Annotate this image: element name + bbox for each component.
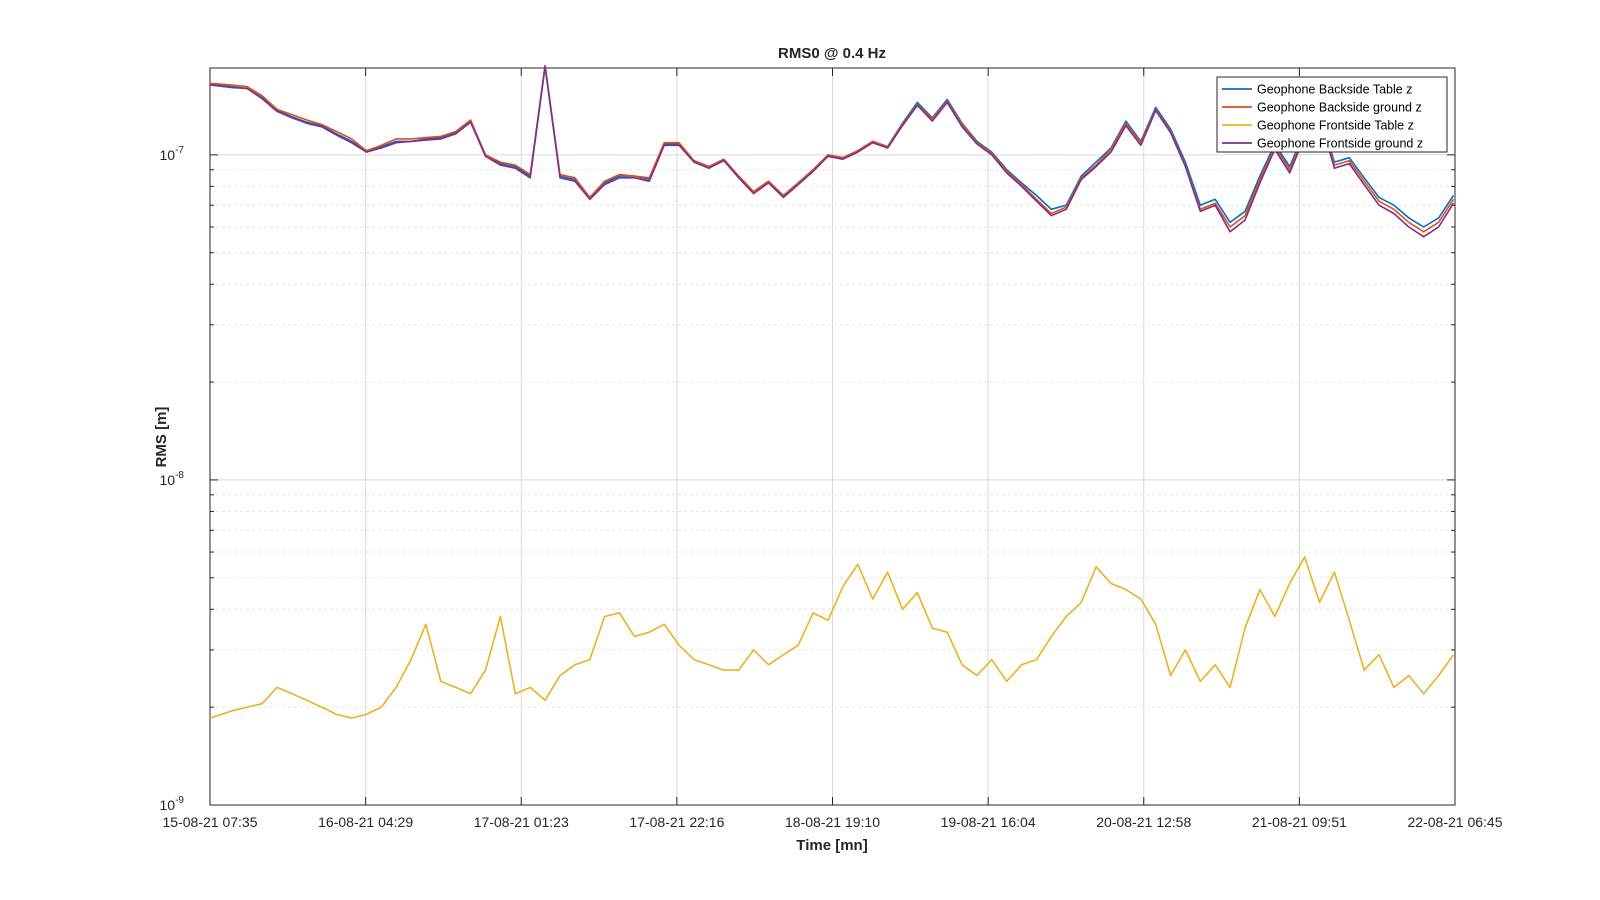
x-tick-label: 16-08-21 04:29 (318, 814, 413, 830)
x-tick-label: 22-08-21 06:45 (1408, 814, 1503, 830)
x-tick-label: 19-08-21 16:04 (941, 814, 1036, 830)
series-line-2 (209, 64, 1455, 233)
y-tick-label: 10-8 (160, 470, 185, 488)
x-tick-labels: 15-08-21 07:35 16-08-21 04:29 17-08-21 01:… (163, 814, 1503, 830)
y-tick-labels: 10-9 10-8 10-7 (160, 145, 185, 813)
series-line-4 (209, 65, 1455, 238)
y-tick-label: 10-7 (160, 145, 185, 163)
x-axis-label: Time [mn] (796, 837, 867, 854)
ticks-layer (209, 68, 1456, 806)
legend: Geophone Backside Table z Geophone Backsi… (1216, 76, 1448, 153)
x-tick-label: 17-08-21 22:16 (629, 814, 724, 830)
legend-label: Geophone Frontside ground z (1257, 137, 1423, 151)
x-tick-label: 15-08-21 07:35 (163, 814, 258, 830)
y-tick-label: 10-9 (160, 795, 185, 813)
legend-label: Geophone Backside Table z (1257, 83, 1412, 97)
series-line-3 (209, 555, 1455, 719)
series-layer (209, 64, 1455, 719)
legend-label: Geophone Frontside Table z (1257, 119, 1414, 133)
x-tick-label: 17-08-21 01:23 (474, 814, 569, 830)
legend-label: Geophone Backside ground z (1257, 101, 1422, 115)
x-tick-label: 20-08-21 12:58 (1096, 814, 1191, 830)
legend-items: Geophone Backside Table z Geophone Backsi… (1222, 83, 1423, 151)
y-axis-label: RMS [m] (153, 407, 170, 468)
chart-title: RMS0 @ 0.4 Hz (778, 45, 886, 62)
x-tick-label: 18-08-21 19:10 (785, 814, 880, 830)
x-tick-label: 21-08-21 09:51 (1252, 814, 1347, 830)
legend-box (1216, 76, 1448, 153)
grid-layer (210, 68, 1455, 806)
